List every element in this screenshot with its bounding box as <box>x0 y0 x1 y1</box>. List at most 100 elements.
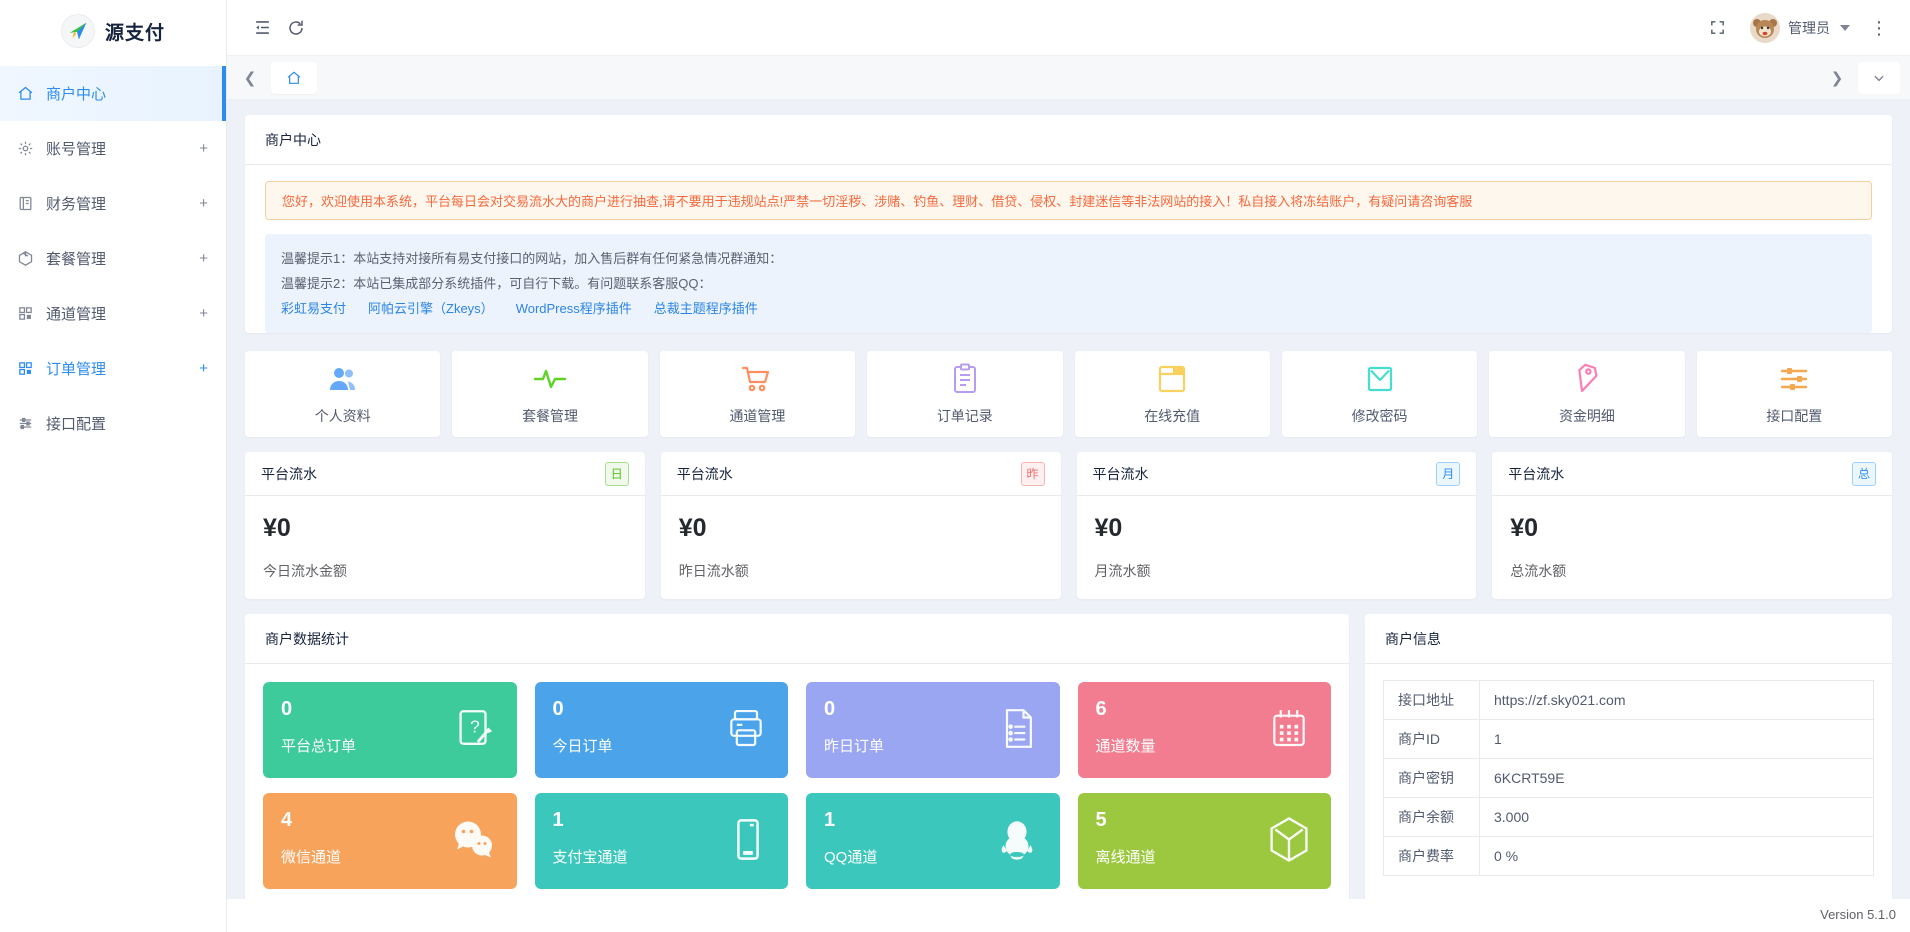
expand-indicator: + <box>199 360 208 377</box>
users-icon <box>326 362 360 396</box>
sidebar-item-label: 套餐管理 <box>46 251 107 268</box>
clipboard-icon <box>950 362 980 396</box>
shortcut-order-history[interactable]: 订单记录 <box>867 351 1063 437</box>
sidebar-item-label: 接口配置 <box>46 416 107 433</box>
more-dots-icon[interactable]: ⋮ <box>1870 17 1888 38</box>
flow-label: 昨日流水额 <box>678 563 749 579</box>
link-wordpress-plugin[interactable]: WordPress程序插件 <box>515 301 632 316</box>
shortcut-recharge[interactable]: 在线充值 <box>1074 351 1270 437</box>
tip-line-2: 温馨提示2：本站已集成部分系统插件，可自行下载。有问题联系客服QQ： <box>281 276 712 291</box>
chevron-down-icon <box>1840 24 1850 31</box>
link-zongcai-plugin[interactable]: 总裁主题程序插件 <box>653 301 758 316</box>
sidebar-item-finance[interactable]: 财务管理 + <box>0 176 226 231</box>
expand-indicator: + <box>199 140 208 157</box>
sidebar-item-channel[interactable]: 通道管理 + <box>0 286 226 341</box>
shortcut-label: 个人资料 <box>314 408 371 424</box>
ledger-icon <box>16 195 34 213</box>
sidebar-item-orders[interactable]: 订单管理 + <box>0 341 226 396</box>
app-logo[interactable]: 源支付 <box>0 0 226 62</box>
sidebar-item-label: 财务管理 <box>46 196 107 213</box>
flow-card-total: 平台流水 总 ¥0 总流水额 <box>1492 452 1892 599</box>
table-row: 接口地址 https://zf.sky021.com <box>1383 680 1874 720</box>
tabs-scroll-right-icon[interactable]: ❯ <box>1830 69 1844 87</box>
stat-tile-today-orders[interactable]: 0 今日订单 <box>534 682 788 778</box>
expand-indicator: + <box>199 305 208 322</box>
collapse-menu-icon[interactable] <box>245 11 279 45</box>
sidebar-item-label: 商户中心 <box>46 86 107 103</box>
doc-list-icon <box>996 707 1040 754</box>
shortcut-profile[interactable]: 个人资料 <box>245 351 441 437</box>
flow-label: 月流水额 <box>1094 563 1151 579</box>
tips-box: 温馨提示1：本站支持对接所有易支付接口的网站，加入售后群有任何紧急情况群通知： … <box>265 234 1872 333</box>
table-row: 商户余额 3.000 <box>1383 797 1874 837</box>
avatar <box>1750 12 1780 43</box>
phone-icon <box>728 817 768 866</box>
stat-label: 离线通道 <box>1095 849 1156 866</box>
shortcut-password[interactable]: 修改密码 <box>1281 351 1478 437</box>
sidebar-item-merchant-center[interactable]: 商户中心 <box>0 66 226 121</box>
stat-tile-total-orders[interactable]: 0 平台总订单 ? <box>263 682 517 778</box>
tab-bar: ❮ ❯ <box>227 55 1910 99</box>
qq-icon <box>994 817 1040 866</box>
shortcut-channel[interactable]: 通道管理 <box>659 351 856 437</box>
stat-tile-wechat-channels[interactable]: 4 微信通道 <box>263 793 517 889</box>
flow-value: ¥0 <box>263 514 291 542</box>
merchant-center-card: 商户中心 您好，欢迎使用本系统，平台每日会对交易流水大的商户进行抽查,请不要用于… <box>245 115 1892 333</box>
shortcut-label: 资金明细 <box>1558 408 1615 424</box>
flow-card-title: 平台流水 <box>1508 465 1565 482</box>
shortcut-fund-detail[interactable]: 资金明细 <box>1489 351 1685 437</box>
table-row: 商户费率 0 % <box>1383 836 1874 876</box>
merchant-stats-card: 商户数据统计 0 平台总订单 ? 0 今日订单 <box>245 614 1349 899</box>
shortcut-label: 套餐管理 <box>522 408 579 424</box>
badge-total: 总 <box>1852 461 1876 486</box>
stat-tile-qq-channels[interactable]: 1 QQ通道 <box>806 793 1060 889</box>
flow-cards-row: 平台流水 日 ¥0 今日流水金额 平台流水 昨 ¥0 昨日流水额 <box>245 452 1892 599</box>
tabs-scroll-left-icon[interactable]: ❮ <box>243 69 257 87</box>
link-rainbow-epay[interactable]: 彩虹易支付 <box>281 301 347 316</box>
tabs-dropdown-icon[interactable] <box>1858 61 1900 94</box>
stats-title: 商户数据统计 <box>245 614 1349 664</box>
fullscreen-icon[interactable] <box>1700 11 1734 45</box>
package-icon <box>16 250 34 268</box>
grid-icon <box>16 305 34 323</box>
sidebar-item-package[interactable]: 套餐管理 + <box>0 231 226 286</box>
stat-tile-channel-count[interactable]: 6 通道数量 <box>1077 682 1331 778</box>
shortcut-api-config[interactable]: 接口配置 <box>1696 351 1892 437</box>
main-area: 管理员 ⋮ ❮ ❯ 商户中心 您好，欢迎使用本系统，平台每日会对交易流水大的商户… <box>227 0 1910 932</box>
merchant-rate-value: 0 % <box>1479 836 1874 876</box>
stat-tile-alipay-channels[interactable]: 1 支付宝通道 <box>534 793 788 889</box>
sidebar: 源支付 商户中心 账号管理 + 财务管理 <box>0 0 227 932</box>
shortcut-label: 订单记录 <box>936 408 993 424</box>
stat-label: 通道数量 <box>1095 738 1156 755</box>
tab-home[interactable] <box>271 61 317 94</box>
user-name: 管理员 <box>1788 19 1830 36</box>
calendar-icon <box>1267 707 1311 754</box>
shortcut-package[interactable]: 套餐管理 <box>452 351 648 437</box>
flow-label: 总流水额 <box>1510 563 1567 579</box>
flow-card-title: 平台流水 <box>261 465 317 482</box>
merchant-key-value: 6KCRT59E <box>1479 758 1874 798</box>
cube-icon <box>1267 816 1311 867</box>
sidebar-item-account[interactable]: 账号管理 + <box>0 121 226 176</box>
shortcut-label: 修改密码 <box>1351 408 1408 424</box>
merchant-info-table: 接口地址 https://zf.sky021.com 商户ID 1 商户密钥 6… <box>1383 680 1874 876</box>
gear-icon <box>16 140 34 158</box>
stat-label: QQ通道 <box>824 849 878 866</box>
link-apayun-zkeys[interactable]: 阿帕云引擎（Zkeys） <box>368 301 494 316</box>
sidebar-item-api-config[interactable]: 接口配置 <box>0 396 226 451</box>
user-menu[interactable]: 管理员 <box>1750 12 1850 43</box>
stat-tile-offline-channels[interactable]: 5 离线通道 <box>1077 793 1331 889</box>
refresh-icon[interactable] <box>279 11 313 45</box>
stat-label: 平台总订单 <box>281 738 357 755</box>
sidebar-menu: 商户中心 账号管理 + 财务管理 + 套餐管 <box>0 66 226 451</box>
stat-tile-yesterday-orders[interactable]: 0 昨日订单 <box>806 682 1060 778</box>
flow-card-month: 平台流水 月 ¥0 月流水额 <box>1076 452 1477 599</box>
shortcut-label: 接口配置 <box>1766 408 1823 424</box>
home-icon <box>16 85 34 103</box>
card-icon <box>1156 362 1188 396</box>
stat-label: 微信通道 <box>281 849 342 866</box>
stat-value: 0 <box>824 698 836 720</box>
row-label: 商户密钥 <box>1383 758 1480 798</box>
stat-label: 今日订单 <box>552 738 613 755</box>
stat-value: 1 <box>824 809 836 831</box>
